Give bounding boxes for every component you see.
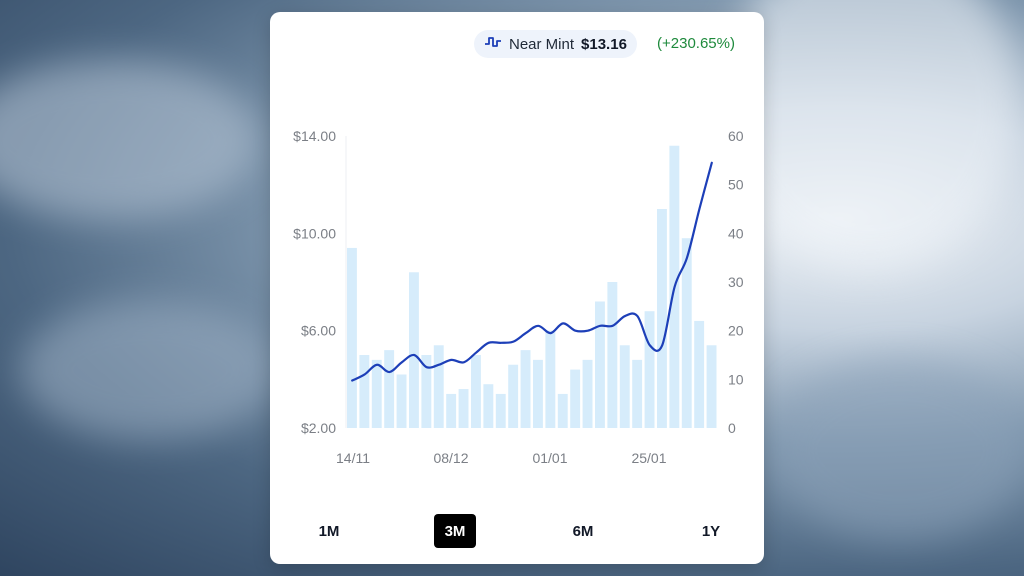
volume-bar <box>433 345 444 428</box>
x-axis-tick-label: 14/11 <box>336 450 370 466</box>
volume-bar <box>632 359 643 428</box>
volume-bar <box>421 355 432 428</box>
left-axis-tick-label: $2.00 <box>301 420 336 436</box>
volume-bar <box>458 389 469 428</box>
volume-bar <box>483 384 494 428</box>
x-axis-tick-label: 01/01 <box>532 450 567 466</box>
volume-bar <box>595 301 605 428</box>
right-axis-tick-label: 50 <box>728 177 744 193</box>
price-line <box>351 161 713 382</box>
right-axis-tick-label: 60 <box>728 128 744 144</box>
price-change: (+230.65%) <box>657 35 735 52</box>
range-3m-button[interactable]: 3M <box>434 514 476 548</box>
volume-bar <box>644 311 655 428</box>
volume-bar <box>520 350 531 428</box>
background-cloud <box>770 360 1024 540</box>
volume-bar <box>384 350 395 428</box>
left-axis-tick-label: $6.00 <box>301 323 336 339</box>
price-history-card: Near Mint $13.16 (+230.65%) $14.00 $10.00… <box>270 12 764 564</box>
right-axis-tick-label: 0 <box>728 420 736 436</box>
volume-bar <box>396 374 407 428</box>
range-1m-button[interactable]: 1M <box>318 522 340 540</box>
volume-bar <box>545 330 556 428</box>
series-legend: Near Mint $13.16 <box>474 30 637 58</box>
x-axis-tick-label: 25/01 <box>631 450 666 466</box>
volume-bar <box>533 359 543 428</box>
volume-bar <box>557 393 568 428</box>
x-axis-tick-label: 08/12 <box>433 450 468 466</box>
volume-bar <box>347 247 357 428</box>
volume-bar <box>446 393 457 428</box>
volume-bar <box>582 359 593 428</box>
series-label: Near Mint <box>509 35 575 53</box>
volume-bar <box>681 238 692 428</box>
background-cloud <box>20 300 280 440</box>
current-price: $13.16 <box>581 35 627 53</box>
price-volume-chart: $14.00 $10.00 $6.00 $2.00 60 50 40 30 20 10 0 14/11… <box>293 128 744 466</box>
left-axis-tick-label: $14.00 <box>293 128 336 144</box>
volume-bar <box>694 320 705 428</box>
range-1y-button[interactable]: 1Y <box>701 522 721 540</box>
right-axis-tick-label: 30 <box>728 274 744 290</box>
volume-bar <box>570 369 581 428</box>
right-axis-tick-label: 20 <box>728 323 744 339</box>
right-axis-tick-label: 40 <box>728 225 744 241</box>
line-series-icon <box>484 35 502 53</box>
left-axis-tick-label: $10.00 <box>293 225 336 241</box>
background-moon <box>720 0 1020 270</box>
volume-bar <box>508 364 519 428</box>
volume-bar <box>495 393 506 428</box>
volume-bar <box>619 345 630 428</box>
volume-bar <box>409 272 419 428</box>
right-axis-tick-label: 10 <box>728 371 744 387</box>
volume-bar <box>371 359 382 428</box>
volume-bar <box>359 355 370 428</box>
volume-bar <box>471 355 481 428</box>
volume-bar <box>706 345 717 428</box>
volume-bar <box>607 282 618 428</box>
background-cloud <box>0 60 260 220</box>
volume-bar <box>657 209 667 428</box>
range-6m-button[interactable]: 6M <box>572 522 594 540</box>
